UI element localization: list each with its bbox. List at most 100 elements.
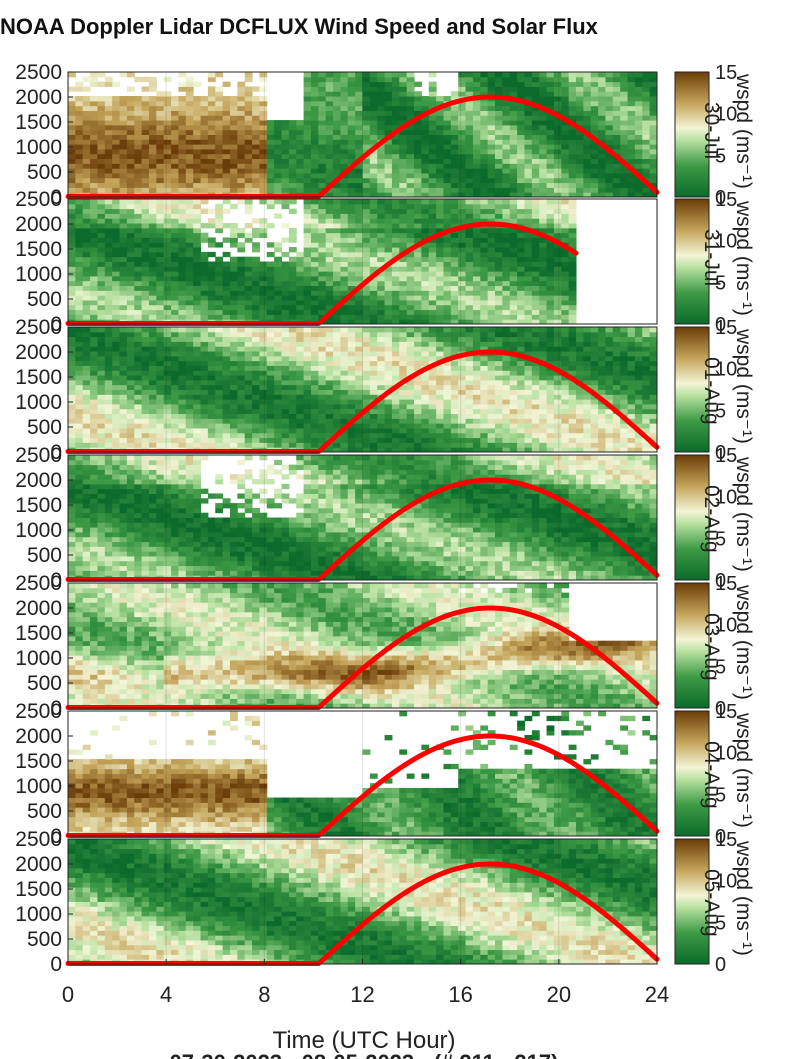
heatmap-cell <box>546 144 555 150</box>
heatmap-cell <box>310 275 319 282</box>
heatmap-cell <box>634 158 643 164</box>
heatmap-cell <box>178 120 187 126</box>
heatmap-cell <box>414 91 422 97</box>
heatmap-cell <box>546 115 555 121</box>
heatmap-cell <box>75 285 84 291</box>
heatmap-cell <box>104 299 113 306</box>
heatmap-cell <box>310 418 319 424</box>
heatmap-cell <box>450 177 459 184</box>
heatmap-cell <box>303 314 312 320</box>
heatmap-cell <box>509 232 518 238</box>
heatmap-cell <box>539 192 548 198</box>
heatmap-cell <box>340 139 349 145</box>
heatmap-cell <box>391 172 400 179</box>
heatmap-cell <box>458 91 467 97</box>
heatmap-cell <box>406 96 415 102</box>
heatmap-cell <box>134 365 143 371</box>
heatmap-cell <box>502 199 511 205</box>
heatmap-cell <box>244 223 253 229</box>
heatmap-cell <box>274 336 283 342</box>
heatmap-cell <box>156 91 165 97</box>
heatmap-cell <box>193 232 202 238</box>
heatmap-cell <box>509 139 518 145</box>
heatmap-cell <box>229 153 238 160</box>
heatmap-cell <box>171 251 179 258</box>
heatmap-cell <box>465 148 474 155</box>
heatmap-cell <box>333 251 341 258</box>
heatmap-cell <box>266 413 275 419</box>
heatmap-cell <box>568 319 577 325</box>
heatmap-cell <box>642 105 651 111</box>
heatmap-cell <box>200 375 209 381</box>
heatmap-cell <box>119 134 128 140</box>
heatmap-cell <box>303 120 312 126</box>
heatmap-cell <box>347 172 356 179</box>
heatmap-cell <box>421 247 430 253</box>
heatmap-cell <box>252 379 260 386</box>
heatmap-cell <box>436 351 444 357</box>
heatmap-cell <box>612 134 621 140</box>
heatmap-cell <box>428 177 437 184</box>
heatmap-cell <box>421 427 430 434</box>
heatmap-cell <box>68 299 76 306</box>
heatmap-cell <box>185 208 194 214</box>
heatmap-cell <box>259 331 268 338</box>
heatmap-cell <box>90 275 98 282</box>
heatmap-cell <box>90 148 98 155</box>
heatmap-cell <box>207 290 216 296</box>
heatmap-cell <box>68 163 76 169</box>
heatmap-cell <box>207 351 216 357</box>
heatmap-cell <box>303 394 312 400</box>
heatmap-cell <box>163 242 172 248</box>
heatmap-cell <box>141 432 150 439</box>
heatmap-cell <box>480 129 489 135</box>
heatmap-cell <box>75 290 84 296</box>
heatmap-cell <box>178 213 187 219</box>
heatmap-cell <box>90 158 98 164</box>
heatmap-cell <box>509 72 518 78</box>
heatmap-cell <box>68 199 76 205</box>
heatmap-cell <box>134 120 143 126</box>
heatmap-cell <box>303 360 312 366</box>
heatmap-cell <box>104 394 113 400</box>
heatmap-cell <box>347 314 356 320</box>
heatmap-cell <box>355 203 363 210</box>
heatmap-cell <box>472 247 481 253</box>
heatmap-cell <box>126 290 135 296</box>
heatmap-cell <box>296 290 305 296</box>
heatmap-cell <box>318 96 327 102</box>
heatmap-cell <box>406 423 415 429</box>
heatmap-cell <box>450 242 459 248</box>
heatmap-cell <box>347 384 356 390</box>
heatmap-cell <box>193 365 202 371</box>
heatmap-cell <box>178 423 187 429</box>
heatmap-cell <box>310 177 319 184</box>
heatmap-cell <box>104 379 113 386</box>
heatmap-cell <box>406 134 415 140</box>
heatmap-cell <box>163 256 172 262</box>
heatmap-cell <box>148 427 157 434</box>
heatmap-cell <box>318 76 327 83</box>
heatmap-cell <box>310 199 319 205</box>
heatmap-cell <box>200 124 209 131</box>
heatmap-cell <box>193 379 202 386</box>
heatmap-cell <box>598 158 606 164</box>
heatmap-cell <box>391 266 400 272</box>
heatmap-cell <box>355 124 363 131</box>
heatmap-cell <box>156 408 165 415</box>
heatmap-cell <box>274 379 283 386</box>
heatmap-cell <box>119 384 128 390</box>
heatmap-cell <box>318 299 327 306</box>
heatmap-cell <box>274 139 283 145</box>
heatmap-cell <box>325 177 334 184</box>
heatmap-cell <box>222 120 231 126</box>
heatmap-cell <box>347 432 356 439</box>
heatmap-cell <box>288 295 297 301</box>
heatmap-cell <box>112 124 121 131</box>
heatmap-cell <box>104 144 113 150</box>
heatmap-cell <box>391 375 400 381</box>
heatmap-cell <box>119 251 128 258</box>
heatmap-cell <box>399 182 408 188</box>
heatmap-cell <box>288 427 297 434</box>
heatmap-cell <box>436 148 444 155</box>
